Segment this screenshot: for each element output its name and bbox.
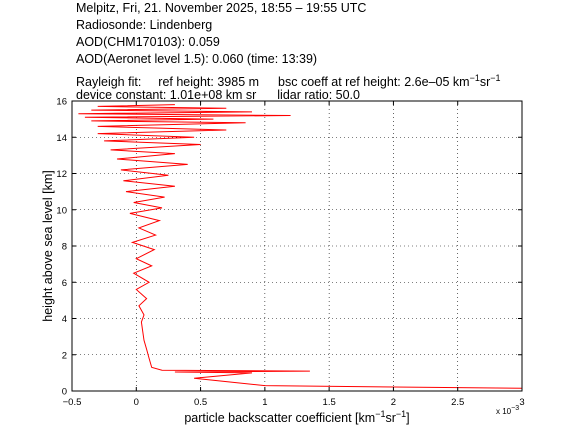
bsc-coeff-text: bsc coeff at ref height: 2.6e–05 km−1sr−… [278, 73, 501, 90]
x-multiplier-exp: −3 [511, 405, 519, 412]
bsc-unit-sr: sr [479, 75, 491, 90]
y-tick-label: 4 [62, 314, 67, 325]
x-axis-multiplier: x 10−3 [496, 405, 519, 416]
bsc-coeff-prefix: bsc coeff at ref height: 2.6e–05 km [278, 75, 470, 90]
x-tick-label: 0.5 [194, 397, 207, 408]
x-tick-label: 2.5 [451, 397, 464, 408]
y-axis-ticks: 0 2 4 6 8 10 12 14 16 [56, 97, 522, 398]
x-tick-label: 1 [262, 397, 267, 408]
y-tick-label: 14 [56, 133, 67, 144]
x-label-sr: sr [385, 411, 395, 425]
x-axis-label: particle backscatter coefficient [km−1sr… [184, 409, 409, 425]
y-tick-label: 6 [62, 278, 67, 289]
backscatter-profile-line [78, 104, 523, 389]
x-label-exp2: −1 [396, 409, 406, 419]
rayleigh-fit-line: Rayleigh fit: ref height: 3985 m bsc coe… [76, 70, 576, 90]
x-multiplier-base: x 10 [496, 407, 512, 416]
aod-aeronet-text: AOD(Aeronet level 1.5): 0.060 (time: 13:… [76, 52, 318, 66]
y-tick-label: 8 [62, 242, 67, 253]
x-label-main: particle backscatter coefficient [km [184, 411, 375, 425]
y-tick-label: 12 [56, 169, 67, 180]
x-label-end: ] [406, 411, 409, 425]
bsc-unit-exp2: −1 [490, 73, 501, 83]
y-tick-label: 0 [62, 387, 67, 398]
y-tick-label: 10 [56, 205, 67, 216]
radiosonde-text: Radiosonde: Lindenberg [76, 18, 213, 32]
device-line: device constant: 1.01e+08 km sr lidar ra… [76, 87, 576, 104]
x-tick-label: −0.5 [63, 397, 82, 408]
rayleigh-label: Rayleigh fit: [76, 75, 142, 90]
ref-height-text: ref height: 3985 m [158, 75, 260, 90]
y-axis-label: height above sea level [km] [41, 170, 55, 321]
x-label-exp1: −1 [375, 409, 385, 419]
plot-header: Melpitz, Fri, 21. November 2025, 18:55 –… [76, 0, 576, 104]
x-tick-label: 0 [134, 397, 139, 408]
device-constant-text: device constant: 1.01e+08 km sr [76, 88, 257, 102]
lidar-ratio-text: lidar ratio: 50.0 [277, 88, 360, 102]
x-axis-ticks: −0.5 0 0.5 1 1.5 2 2.5 3 [63, 101, 525, 408]
grid-lines [72, 101, 522, 391]
site-date-title: Melpitz, Fri, 21. November 2025, 18:55 –… [76, 1, 367, 15]
bsc-unit-exp1: −1 [469, 73, 480, 83]
x-tick-label: 1.5 [323, 397, 336, 408]
x-tick-label: 2 [391, 397, 396, 408]
aod-chm-text: AOD(CHM170103): 0.059 [76, 35, 220, 49]
y-tick-label: 2 [62, 350, 67, 361]
x-tick-label: 3 [519, 397, 524, 408]
y-tick-label: 16 [56, 97, 67, 108]
